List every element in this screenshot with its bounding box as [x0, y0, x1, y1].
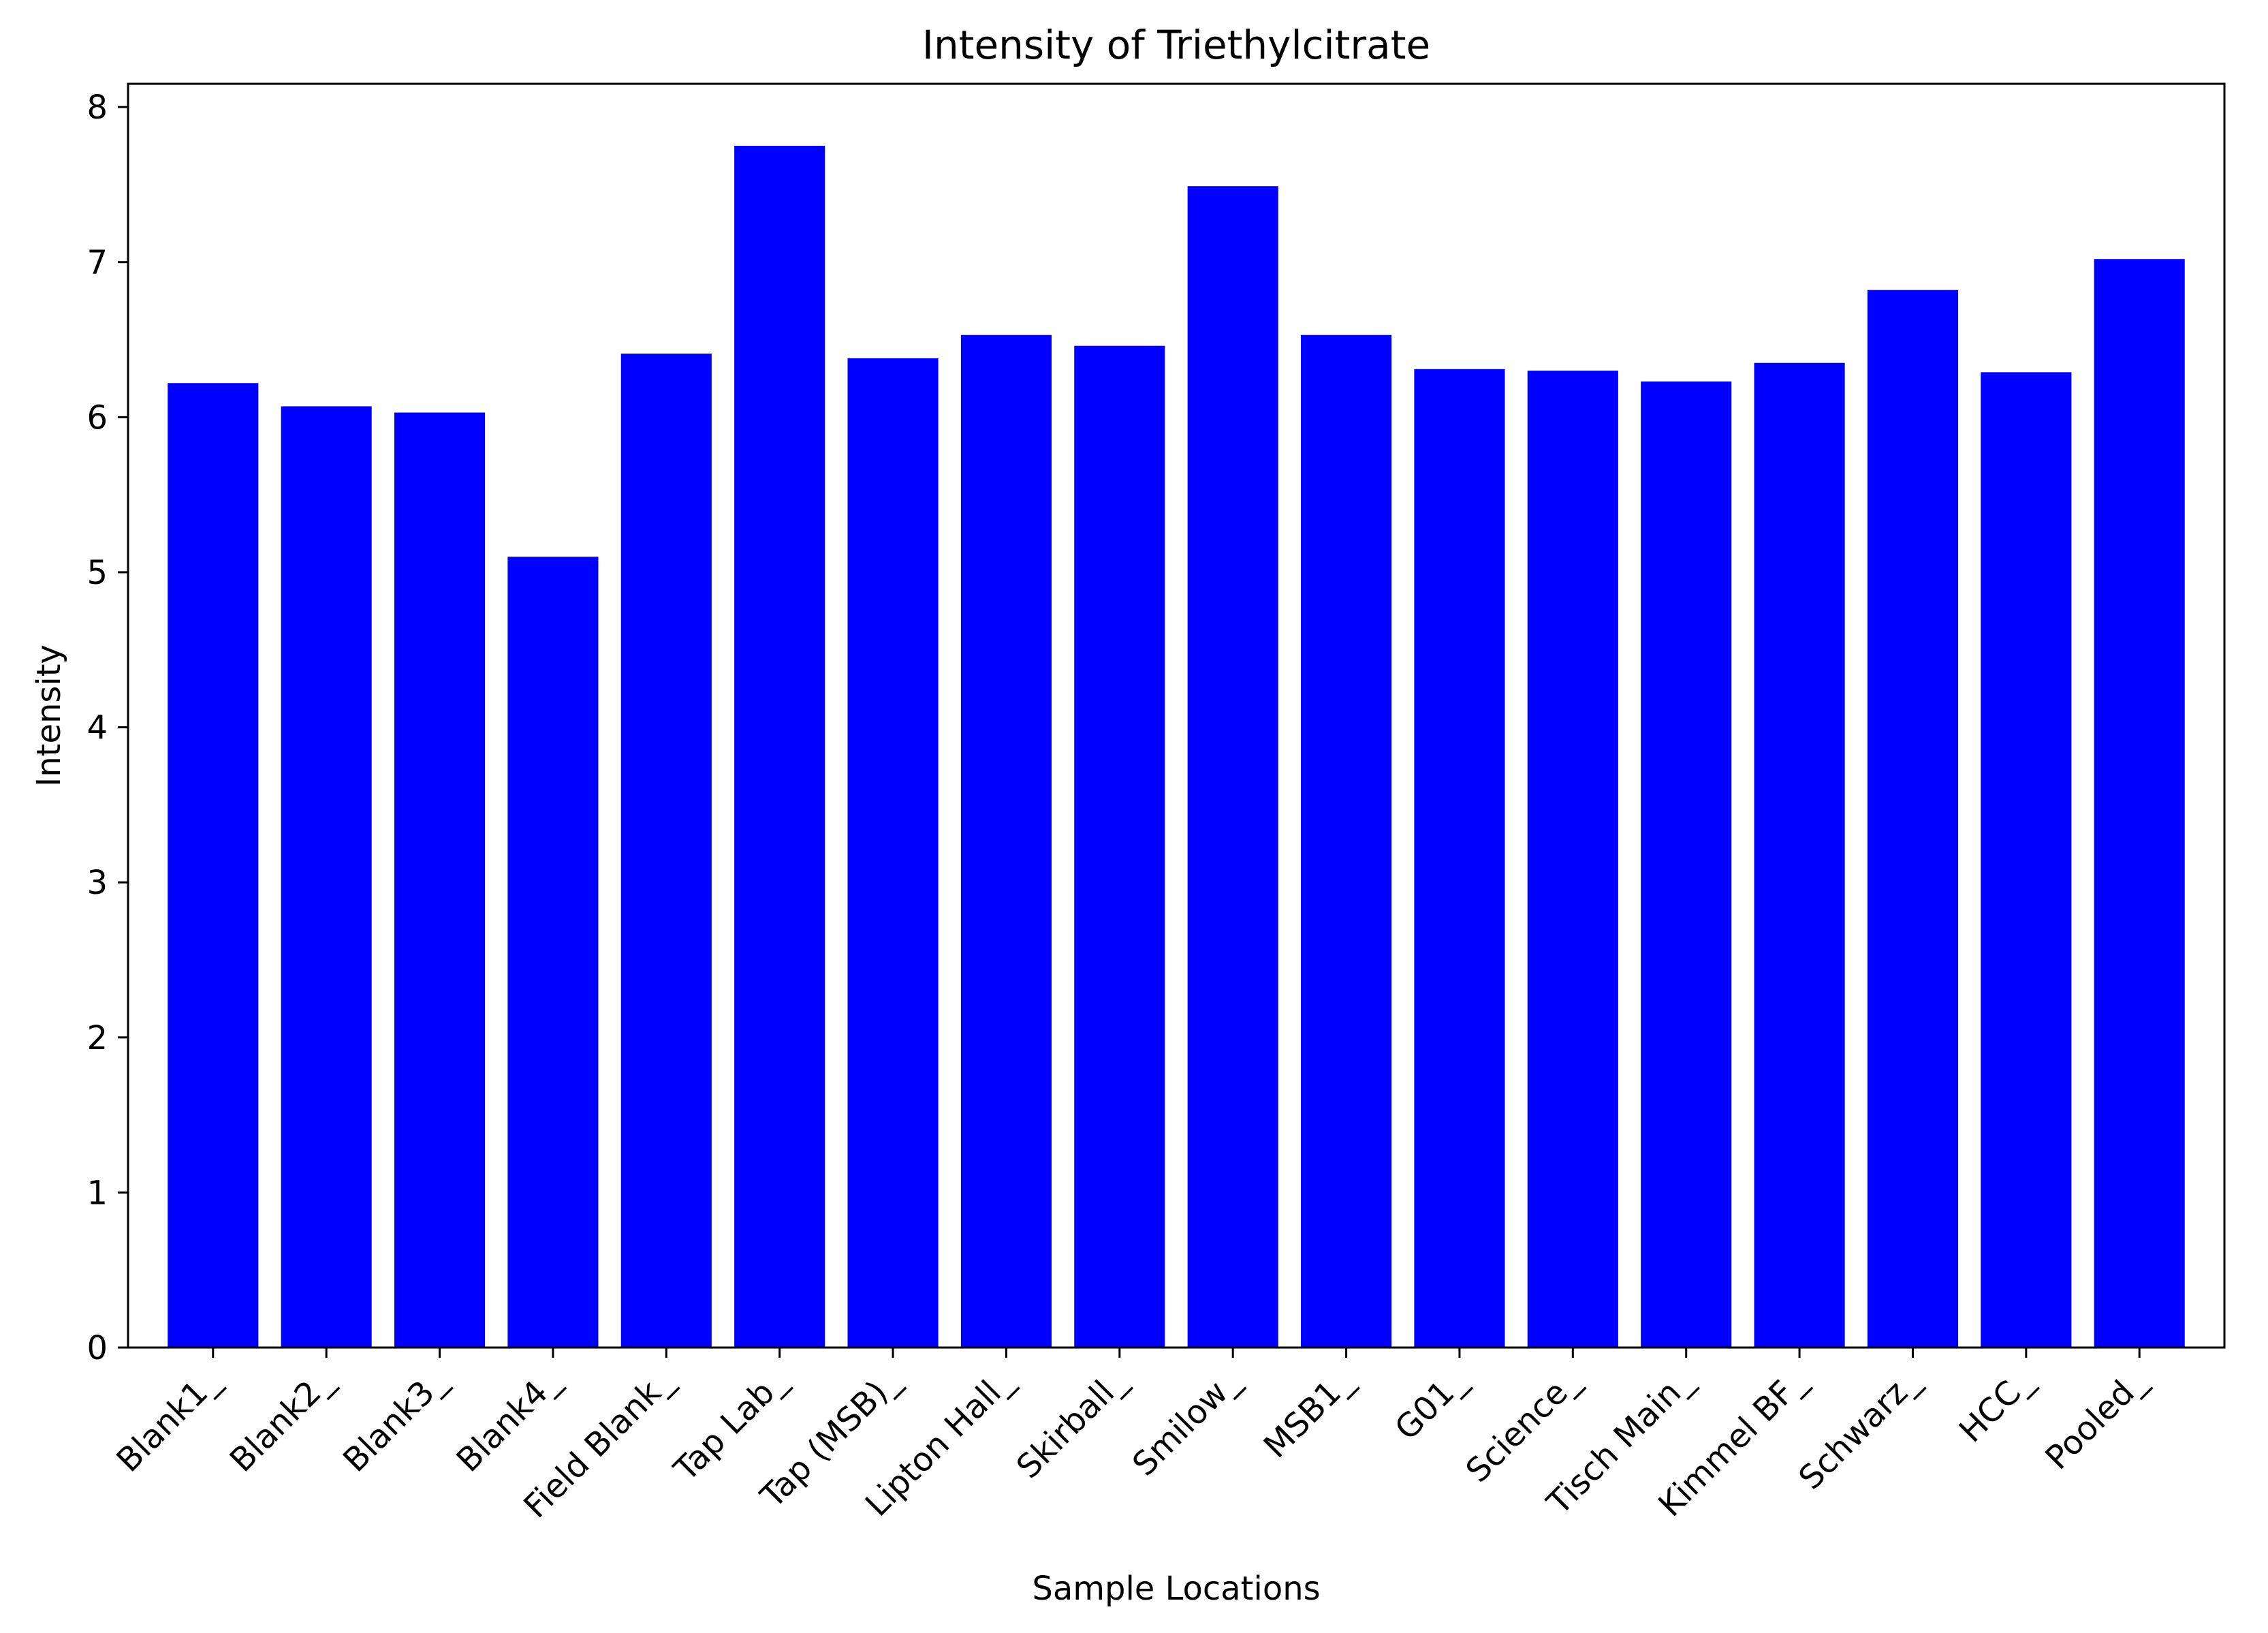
bars-layer [168, 146, 2185, 1348]
bar-12 [1527, 371, 1618, 1348]
y-tick-label-4: 4 [86, 709, 108, 747]
chart-title: Intensity of Triethylcitrate [922, 22, 1430, 68]
y-tick-label-1: 1 [86, 1174, 108, 1212]
y-tick-label-5: 5 [86, 554, 108, 592]
y-axis: 0 1 2 3 4 5 6 7 8 [86, 89, 128, 1367]
bar-17 [2094, 259, 2185, 1348]
bar-15 [1867, 290, 1959, 1348]
bar-8 [1074, 345, 1165, 1348]
bar-1 [281, 406, 372, 1348]
bar-11 [1414, 369, 1505, 1348]
y-tick-label-0: 0 [86, 1329, 108, 1367]
bar-13 [1641, 382, 1732, 1348]
y-axis-label: Intensity [30, 644, 68, 787]
bar-10 [1301, 335, 1392, 1348]
plot-frame [127, 82, 2226, 1349]
y-tick-label-2: 2 [86, 1019, 108, 1057]
bar-3 [507, 557, 599, 1348]
y-tick-label-8: 8 [86, 89, 108, 127]
bar-5 [734, 146, 825, 1348]
bar-14 [1754, 362, 1845, 1348]
bar-4 [620, 354, 712, 1348]
y-tick-label-7: 7 [86, 244, 108, 282]
y-tick-label-3: 3 [86, 864, 108, 902]
bar-9 [1187, 186, 1278, 1348]
bar-16 [1981, 372, 2072, 1348]
bar-2 [394, 412, 486, 1348]
bar-0 [168, 383, 259, 1348]
y-tick-label-6: 6 [86, 399, 108, 437]
x-axis-label: Sample Locations [1032, 1570, 1320, 1608]
bar-6 [847, 358, 939, 1348]
bar-7 [960, 335, 1052, 1348]
